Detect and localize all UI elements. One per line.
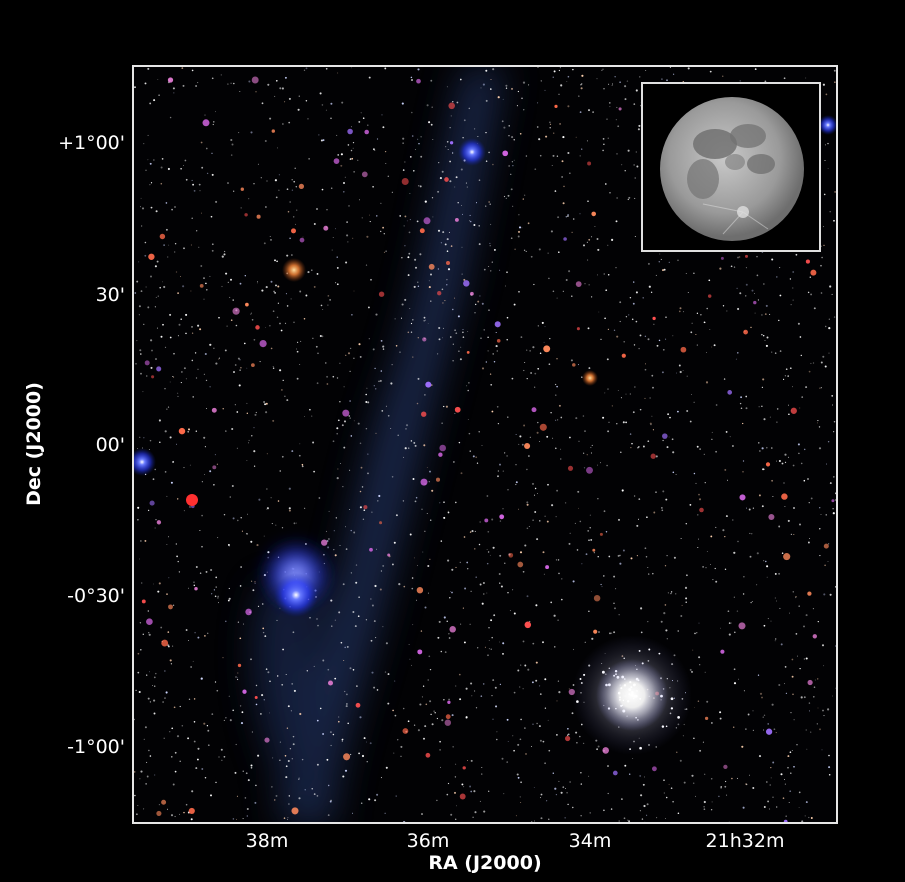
y-tick-label: -0°30' [67,585,125,607]
moon-icon [660,97,804,241]
blue-nebula-core [274,573,318,617]
blue-star-left [134,448,156,476]
bright-objects [134,115,836,755]
globular-cluster-halo [572,635,692,755]
orange-star-small [582,370,598,386]
nebula-glow [253,67,504,822]
y-tick-label: 30' [95,284,125,306]
x-axis-label: RA (J2000) [428,852,542,874]
moon-inset [641,82,821,252]
red-star [186,494,198,506]
star-points [134,67,836,822]
blue-star-top [458,138,486,166]
y-tick-label: +1°00' [58,132,125,154]
x-tick-label: 34m [568,830,612,852]
y-axis-label: Dec (J2000) [23,382,45,506]
y-tick-label: -1°00' [67,736,125,758]
x-tick-label: 21h32m [705,830,785,852]
orange-star [282,258,306,282]
y-tick-label: 00' [95,434,125,456]
x-tick-label: 38m [245,830,289,852]
blue-star-right [818,115,836,135]
x-tick-label: 36m [406,830,450,852]
star-field-svg [134,67,836,822]
